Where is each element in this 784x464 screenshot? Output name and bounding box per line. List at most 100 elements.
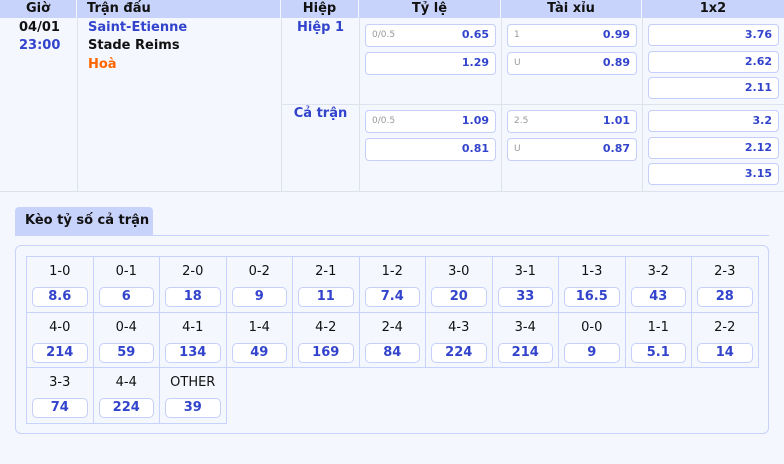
1x2-odds-button[interactable]: 3.76 (648, 24, 779, 46)
score-cell: 1-0 8.6 (27, 257, 94, 313)
score-odds-button[interactable]: 7.4 (364, 287, 420, 307)
score-odds-button[interactable]: 6 (98, 287, 154, 307)
score-cell: 1-2 7.4 (359, 257, 426, 313)
score-odds-button[interactable]: 9 (231, 287, 287, 307)
score-label: 2-3 (714, 264, 736, 279)
score-odds-button[interactable]: 59 (98, 342, 154, 363)
score-label: 4-1 (182, 319, 204, 335)
score-label: 1-1 (647, 319, 669, 335)
score-label: 3-1 (514, 264, 536, 279)
col-overunder: Tài xỉu (501, 0, 642, 18)
1x2-odds-button[interactable]: 3.2 (648, 110, 779, 132)
correct-score-panel (15, 245, 769, 434)
score-label: 3-4 (514, 319, 536, 335)
odds-value: 3.15 (744, 167, 772, 180)
score-label: 0-0 (581, 319, 603, 335)
overunder-line: 2.5 (514, 116, 529, 126)
score-odds-button[interactable]: 214 (497, 342, 553, 363)
match-date: 04/01 (19, 20, 60, 35)
col-time: Giờ (0, 0, 77, 18)
score-cell: 3-3 74 (27, 368, 94, 424)
score-label: 3-3 (49, 375, 71, 390)
odds-value: 0.87 (602, 142, 630, 155)
overunder-odds-button[interactable]: U 0.89 (507, 52, 637, 75)
col-1x2: 1x2 (699, 1, 727, 16)
score-odds-button[interactable]: 49 (231, 342, 287, 363)
score-label: 0-1 (115, 264, 137, 279)
score-cell: 1-4 49 (226, 312, 293, 368)
score-odds-button[interactable]: 20 (431, 287, 487, 307)
score-label: 4-4 (115, 375, 137, 390)
score-cell: 3-2 43 (625, 257, 692, 313)
score-cell: 0-0 9 (559, 312, 626, 368)
score-cell: OTHER 39 (160, 368, 227, 424)
odds-value: 1.29 (461, 56, 489, 69)
odds-value: 3.2 (752, 114, 773, 127)
score-odds-button[interactable]: 224 (98, 398, 154, 418)
score-cell: 2-2 14 (692, 312, 759, 368)
score-odds-button[interactable]: 214 (32, 342, 88, 363)
overunder-odds-button[interactable]: 1 0.99 (507, 24, 637, 47)
score-odds-button[interactable]: 134 (165, 342, 221, 363)
score-odds-button[interactable]: 84 (364, 342, 420, 363)
score-odds-button[interactable]: 18 (165, 287, 221, 307)
match-time: 23:00 (19, 38, 61, 53)
score-cell: 4-0 214 (27, 312, 94, 368)
table-header: Giờ Trận đấu Hiệp Tỷ lệ Tài xỉu 1x2 (0, 0, 784, 18)
score-label: 1-3 (581, 264, 603, 279)
score-cell: 3-1 33 (492, 257, 559, 313)
score-odds-button[interactable]: 33 (497, 287, 553, 307)
odds-value: 2.11 (744, 81, 772, 94)
score-odds-button[interactable]: 74 (32, 398, 88, 418)
score-label: 2-2 (714, 319, 736, 335)
1x2-odds-button[interactable]: 3.15 (648, 163, 779, 185)
overunder-odds-button[interactable]: U 0.87 (507, 138, 637, 161)
tab-correct-score[interactable]: Kèo tỷ số cả trận (15, 207, 153, 235)
odds-value: 3.76 (744, 28, 772, 41)
score-cell: 4-4 224 (93, 368, 160, 424)
handicap-odds-button[interactable]: 0.81 (365, 138, 496, 161)
score-label: 4-3 (448, 319, 470, 335)
score-label: 1-4 (248, 319, 270, 335)
score-odds-button[interactable]: 16.5 (564, 287, 620, 307)
score-label: 2-0 (182, 264, 204, 279)
score-odds-button[interactable]: 43 (630, 287, 686, 307)
col-half: Hiệp (281, 0, 359, 18)
score-odds-button[interactable]: 39 (165, 398, 221, 418)
handicap-odds-button[interactable]: 0/0.5 1.09 (365, 110, 496, 133)
score-odds-button[interactable]: 28 (697, 287, 753, 307)
score-label: 3-0 (448, 264, 470, 279)
score-odds-button[interactable]: 14 (697, 342, 753, 363)
score-label: 0-4 (115, 319, 137, 335)
home-team[interactable]: Saint-Etienne (88, 20, 188, 35)
away-team[interactable]: Stade Reims (88, 38, 180, 53)
score-label: 1-0 (49, 264, 71, 279)
score-odds-button[interactable]: 11 (298, 287, 354, 307)
score-cell: 2-1 11 (293, 257, 360, 313)
score-odds-button[interactable]: 5.1 (630, 342, 686, 363)
score-cell: 0-2 9 (226, 257, 293, 313)
draw-label: Hoà (88, 57, 117, 72)
1x2-odds-button[interactable]: 2.62 (648, 50, 779, 73)
score-label: 4-2 (315, 319, 337, 335)
score-odds-button[interactable]: 169 (298, 342, 354, 363)
score-odds-button[interactable]: 8.6 (32, 287, 88, 307)
score-label: OTHER (170, 375, 216, 390)
score-label: 2-1 (315, 264, 337, 279)
handicap-odds-button[interactable]: 1.29 (365, 52, 496, 75)
odds-value: 0.81 (461, 142, 489, 155)
score-cell: 1-1 5.1 (625, 312, 692, 368)
overunder-odds-button[interactable]: 2.5 1.01 (507, 110, 637, 133)
handicap-odds-button[interactable]: 0/0.5 0.65 (365, 24, 496, 47)
odds-value: 0.99 (602, 28, 630, 41)
col-match: Trận đấu (77, 0, 281, 18)
1x2-odds-button[interactable]: 2.12 (648, 136, 779, 159)
odds-value: 1.01 (602, 114, 630, 127)
period-label: Cả trận (293, 106, 348, 121)
score-label: 4-0 (49, 319, 71, 335)
score-cell: 3-0 20 (426, 257, 493, 313)
score-odds-button[interactable]: 224 (431, 342, 487, 363)
1x2-odds-button[interactable]: 2.11 (648, 77, 779, 99)
score-odds-button[interactable]: 9 (564, 342, 620, 363)
odds-value: 2.12 (744, 140, 772, 154)
